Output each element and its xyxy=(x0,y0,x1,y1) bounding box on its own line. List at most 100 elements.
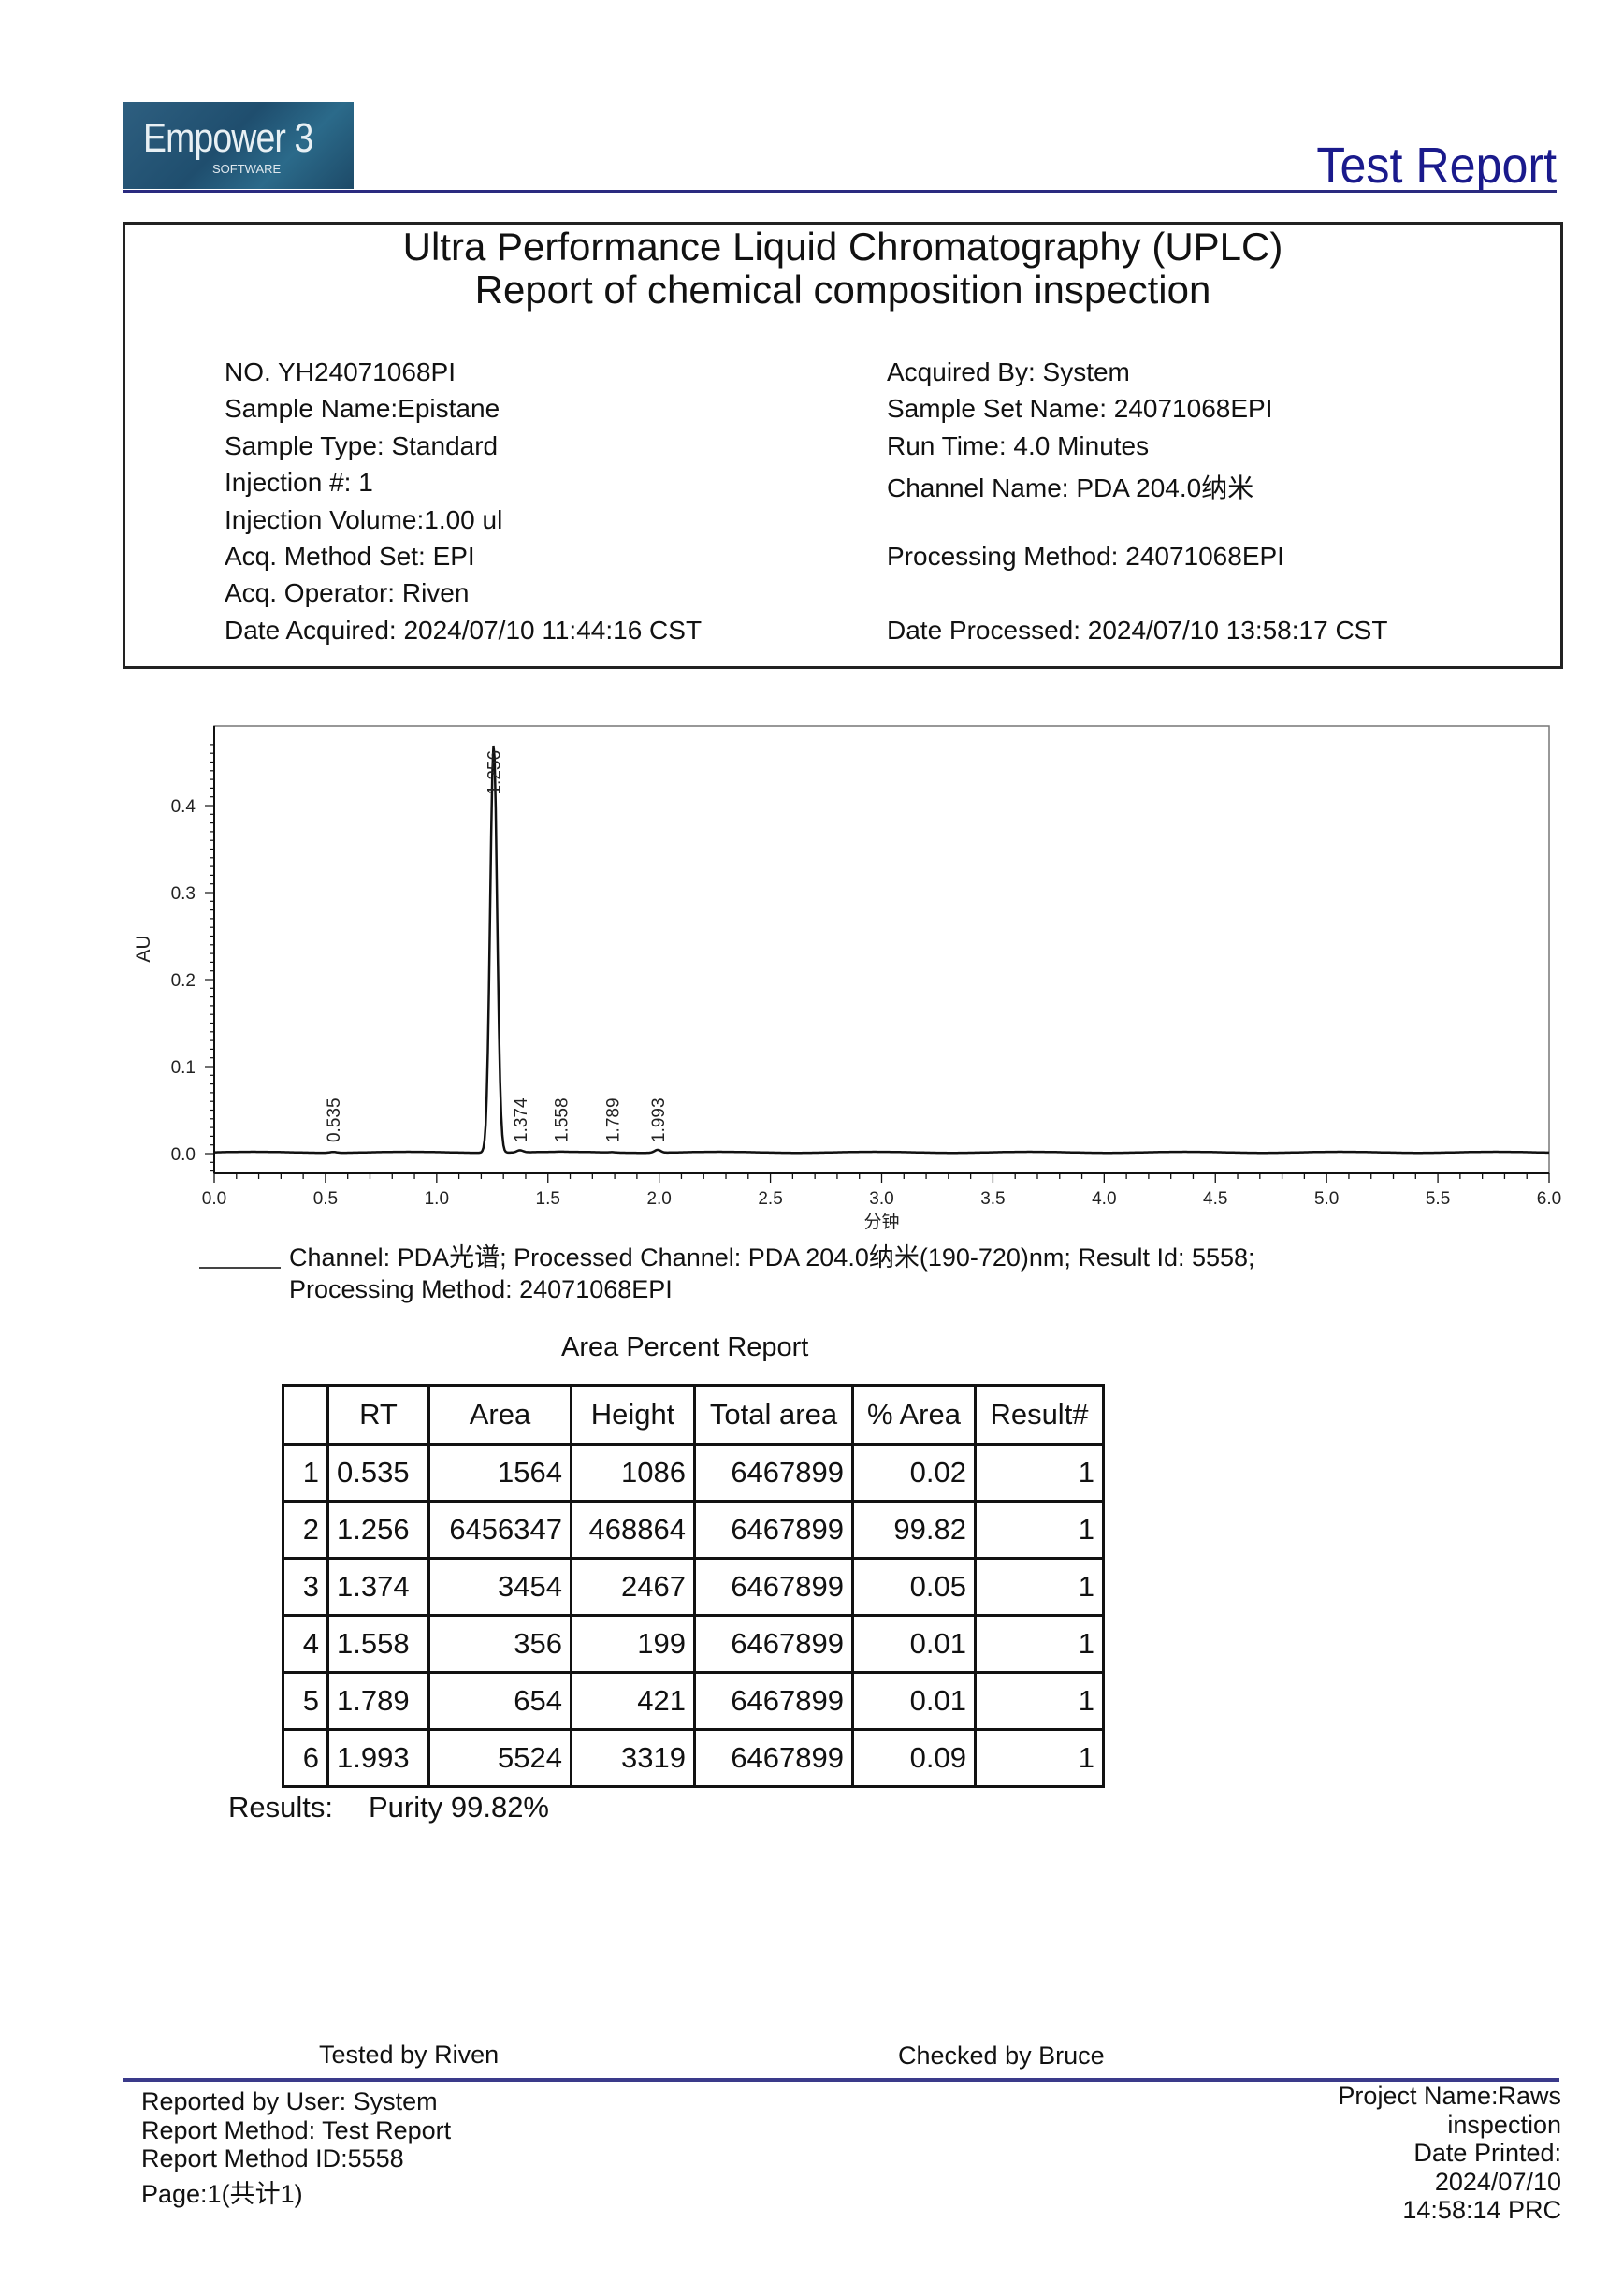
x-tick-label: 1.5 xyxy=(536,1189,560,1209)
footer-divider xyxy=(123,2078,1559,2082)
table-cell: 0.09 xyxy=(851,1728,977,1788)
info-left-field: NO. YH24071068PI xyxy=(225,357,456,386)
table-cell: 6467899 xyxy=(693,1500,854,1560)
table-cell: 4 xyxy=(282,1614,329,1674)
table-row: 4 1.558 356 199 6467899 0.01 1 xyxy=(282,1614,1105,1674)
table-header-row: RT Area Height Total area% Area Result# xyxy=(282,1384,1105,1446)
table-cell: 5 xyxy=(282,1671,329,1731)
y-tick-label: 0.2 xyxy=(171,971,196,991)
info-left-field: Acq. Operator: Riven xyxy=(225,578,470,608)
report-title: Test Report xyxy=(1316,138,1557,194)
footer-left-line: Reported by User: System xyxy=(141,2087,438,2115)
x-axis-label: 分钟 xyxy=(863,1212,899,1232)
report-heading-line1: Ultra Performance Liquid Chromatography … xyxy=(402,225,1283,269)
results-value: Purity 99.82% xyxy=(369,1791,549,1824)
column-header xyxy=(282,1384,329,1446)
logo-subtext: SOFTWARE xyxy=(212,162,282,176)
column-header: RT xyxy=(326,1384,430,1446)
x-tick-label: 6.0 xyxy=(1537,1189,1561,1209)
table-cell: 1 xyxy=(282,1443,329,1503)
table-row: 5 1.789 654 421 6467899 0.01 1 xyxy=(282,1671,1105,1731)
table-cell: 0.02 xyxy=(851,1443,977,1503)
table-cell: 1 xyxy=(974,1557,1105,1617)
info-right-field: Run Time: 4.0 Minutes xyxy=(887,430,1150,460)
peak-label: 1.558 xyxy=(553,1097,572,1142)
peak-label: 0.535 xyxy=(325,1097,344,1142)
table-cell: 0.01 xyxy=(851,1671,977,1731)
table-cell: 5524 xyxy=(427,1728,572,1788)
table-cell: 3454 xyxy=(427,1557,572,1617)
info-left-field: Injection Volume:1.00 ul xyxy=(225,504,503,534)
table-cell: 1.993 xyxy=(326,1728,430,1788)
table-row: 6 1.993 5524 3319 6467899 0.09 1 xyxy=(282,1728,1105,1788)
empower-logo: Empower 3 SOFTWARE xyxy=(123,102,354,189)
column-header: % Area xyxy=(851,1384,977,1446)
checked-by: Checked by Bruce xyxy=(898,2042,1105,2070)
table-cell: 2467 xyxy=(570,1557,696,1617)
table-cell: 654 xyxy=(427,1671,572,1731)
area-percent-table: RT Area Height Total area% Area Result# 1 0.5… xyxy=(282,1384,1105,1788)
legend-line1: Channel: PDA光谱; Processed Channel: PDA 2… xyxy=(289,1243,1255,1272)
x-tick-label: 0.5 xyxy=(313,1189,338,1209)
table-cell: 356 xyxy=(427,1614,572,1674)
x-tick-label: 4.5 xyxy=(1203,1189,1227,1209)
table-cell: 3 xyxy=(282,1557,329,1617)
table-cell: 0.05 xyxy=(851,1557,977,1617)
footer-left-line: Page:1(共计1) xyxy=(141,2179,303,2208)
peak-label: 1.374 xyxy=(512,1097,531,1142)
table-cell: 1564 xyxy=(427,1443,572,1503)
footer-right-line: inspection xyxy=(1447,2110,1561,2139)
info-left-field: Injection #: 1 xyxy=(225,468,373,498)
plot-frame xyxy=(213,725,1550,1174)
table-cell: 1 xyxy=(974,1500,1105,1560)
table-cell: 1 xyxy=(974,1614,1105,1674)
y-tick-label: 0.3 xyxy=(171,884,196,904)
info-left-field: Acq. Method Set: EPI xyxy=(225,542,475,571)
column-header: Height xyxy=(570,1384,696,1446)
table-cell: 0.01 xyxy=(851,1614,977,1674)
tested-by: Tested by Riven xyxy=(319,2041,500,2069)
info-left-field: Date Acquired: 2024/07/10 11:44:16 CST xyxy=(225,615,703,645)
footer-right-line: Date Printed: xyxy=(1413,2139,1561,2167)
table-cell: 6467899 xyxy=(693,1557,854,1617)
logo-text: Empower 3 xyxy=(143,115,313,161)
table-cell: 1.256 xyxy=(326,1500,430,1560)
info-left-field: Sample Type: Standard xyxy=(225,430,499,460)
info-left-field: Sample Name:Epistane xyxy=(225,394,500,424)
table-row: 2 1.256 6456347 468864 6467899 99.82 1 xyxy=(282,1500,1105,1560)
peak-label: 1.256 xyxy=(485,750,505,795)
table-cell: 6456347 xyxy=(427,1500,572,1560)
y-axis-label: AU xyxy=(133,935,154,962)
sample-info-box: Ultra Performance Liquid Chromatography … xyxy=(123,222,1563,669)
table-cell: 1 xyxy=(974,1443,1105,1503)
table-cell: 0.535 xyxy=(326,1443,430,1503)
column-header: Area xyxy=(427,1384,572,1446)
table-cell: 199 xyxy=(570,1614,696,1674)
table-cell: 2 xyxy=(282,1500,329,1560)
footer-left-line: Report Method ID:5558 xyxy=(141,2144,404,2172)
table-cell: 3319 xyxy=(570,1728,696,1788)
table-cell: 6467899 xyxy=(693,1614,854,1674)
results-label: Results: xyxy=(228,1791,333,1824)
table-row: 1 0.535 1564 1086 6467899 0.02 1 xyxy=(282,1443,1105,1503)
footer-right-line: 2024/07/10 xyxy=(1434,2167,1561,2196)
peak-label: 1.789 xyxy=(603,1097,623,1142)
legend-line-swatch xyxy=(199,1267,281,1269)
x-tick-label: 0.0 xyxy=(202,1189,226,1209)
table-cell: 6 xyxy=(282,1728,329,1788)
y-tick-label: 0.1 xyxy=(171,1058,196,1078)
info-right-field: Processing Method: 24071068EPI xyxy=(887,542,1284,571)
legend-line2: Processing Method: 24071068EPI xyxy=(289,1275,673,1303)
info-right-field: Sample Set Name: 24071068EPI xyxy=(887,394,1273,424)
x-tick-label: 1.0 xyxy=(425,1189,449,1209)
peak-label: 1.993 xyxy=(649,1097,669,1142)
x-tick-label: 2.0 xyxy=(646,1189,671,1209)
x-tick-label: 5.5 xyxy=(1426,1189,1450,1209)
table-cell: 1.558 xyxy=(326,1614,430,1674)
x-tick-label: 3.0 xyxy=(869,1189,893,1209)
table-row: 3 1.374 3454 2467 6467899 0.05 1 xyxy=(282,1557,1105,1617)
report-heading-line2: Report of chemical composition inspectio… xyxy=(474,268,1211,312)
table-cell: 99.82 xyxy=(851,1500,977,1560)
info-right-field: Date Processed: 2024/07/10 13:58:17 CST xyxy=(887,615,1388,645)
x-tick-label: 5.0 xyxy=(1314,1189,1339,1209)
